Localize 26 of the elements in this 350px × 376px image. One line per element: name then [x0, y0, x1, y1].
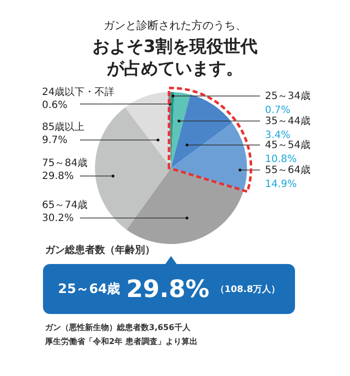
pie-slice — [171, 92, 190, 168]
text: ガン総患者数（年齢別） — [45, 244, 155, 257]
slice-label: 24歳以下・不詳 — [42, 86, 115, 98]
slice-label: 65～74歳 — [42, 199, 88, 211]
chart-title: ガンと診断された方のうち、 — [102, 18, 248, 33]
data-label: 0.6% — [42, 100, 68, 111]
pie-slice — [126, 168, 244, 244]
data-label: 3.4% — [265, 130, 290, 141]
slice-label: 25～34歳 — [265, 90, 310, 102]
data-label: 30.2% — [42, 213, 74, 224]
slice-label: 75～84歳 — [42, 157, 88, 169]
slice-label: 85歳以上 — [42, 121, 85, 133]
slice-label: 45～54歳 — [265, 139, 310, 151]
slice-label: 35～44歳 — [265, 115, 310, 127]
slice-label: 55～64歳 — [265, 164, 310, 176]
data-label: 9.7% — [42, 135, 68, 146]
data-label: 10.8% — [265, 154, 297, 165]
pie-slice — [171, 122, 247, 190]
text: 厚生労働省「令和2年 患者調査」より算出 — [45, 336, 198, 347]
chart-subtitle: およそ3割を現役世代が占めています。 — [92, 36, 258, 80]
data-label: 29.8% — [42, 171, 74, 182]
pie-slice — [171, 94, 232, 168]
data-label: 14.9% — [265, 179, 297, 190]
callout-box: 25～64歳 29.8% （108.8万人） — [43, 264, 295, 314]
text: ガン（悪性新生物）総患者数3,656千人 — [45, 322, 190, 333]
data-label: 0.7% — [265, 105, 290, 116]
